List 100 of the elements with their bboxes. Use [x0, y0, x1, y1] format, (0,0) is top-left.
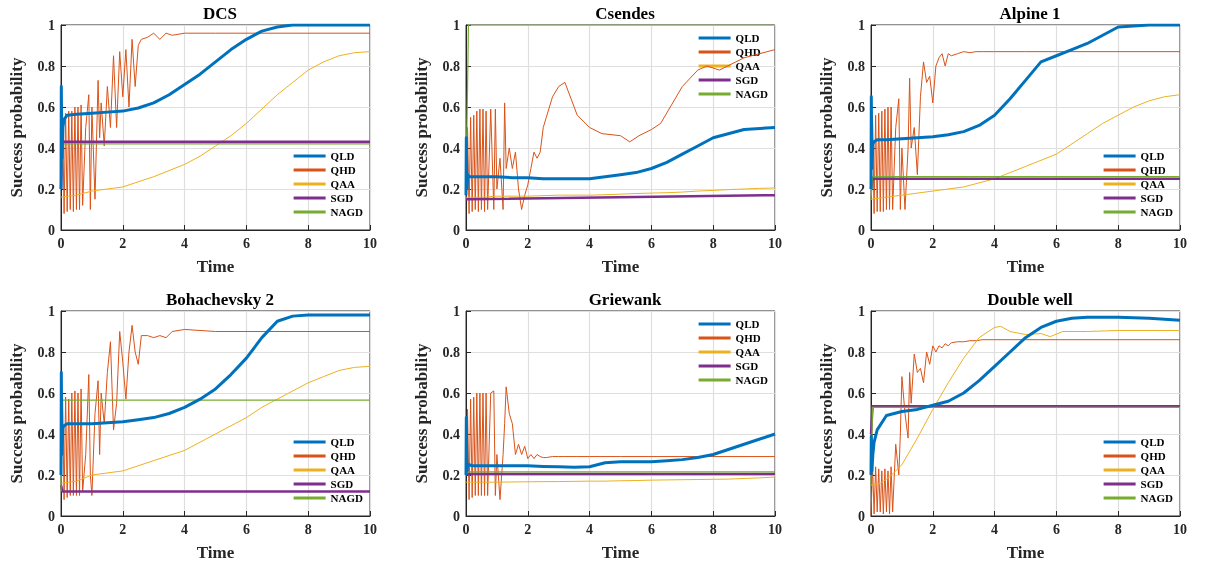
legend-label: NAGD [330, 206, 364, 218]
legend-label: QHD [1140, 164, 1166, 176]
x-tick-label: 8 [709, 521, 717, 537]
chart-title: Bohachevsky 2 [165, 290, 275, 309]
legend-label: SGD [330, 478, 354, 490]
x-tick-label: 10 [363, 521, 377, 537]
legend-label: QAA [735, 346, 761, 358]
y-tick-label: 0.4 [37, 426, 55, 442]
x-tick-label: 6 [647, 235, 655, 251]
y-tick-label: 1 [48, 303, 55, 319]
legend-label: QHD [1140, 450, 1166, 462]
x-tick-label: 10 [768, 235, 782, 251]
legend-label: NAGD [330, 492, 364, 504]
y-tick-label: 0.2 [37, 467, 55, 483]
x-axis-title: Time [601, 543, 640, 562]
y-tick-label: 0.2 [442, 467, 460, 483]
legend-label: SGD [735, 360, 759, 372]
y-tick-label: 1 [858, 17, 865, 33]
x-tick-label: 8 [304, 521, 312, 537]
legend-label: QAA [1140, 178, 1166, 190]
y-tick-label: 0.6 [442, 385, 460, 401]
y-tick-label: 0.8 [37, 58, 55, 74]
x-tick-label: 2 [524, 235, 532, 251]
x-tick-label: 6 [647, 521, 655, 537]
legend-label: QHD [735, 332, 761, 344]
chart-title: Double well [987, 290, 1074, 309]
legend-label: NAGD [1140, 206, 1174, 218]
y-tick-label: 0 [453, 222, 460, 238]
y-tick-label: 1 [48, 17, 55, 33]
line-series [465, 386, 776, 501]
x-tick-label: 6 [242, 521, 250, 537]
line-series [60, 324, 371, 501]
x-tick-label: 4 [991, 521, 999, 537]
legend-label: NAGD [1140, 492, 1174, 504]
legend-label: NAGD [735, 374, 769, 386]
line-series [60, 32, 371, 215]
x-axis-title: Time [196, 257, 235, 276]
x-axis-title: Time [601, 257, 640, 276]
legend-label: NAGD [735, 88, 769, 100]
line-series [870, 51, 1181, 215]
y-tick-label: 0.4 [37, 140, 55, 156]
y-tick-label: 0.8 [442, 58, 460, 74]
y-tick-label: 0 [453, 508, 460, 524]
x-tick-label: 8 [1114, 235, 1122, 251]
y-tick-label: 0.4 [847, 426, 865, 442]
y-tick-label: 0.4 [847, 140, 865, 156]
x-axis-title: Time [196, 543, 235, 562]
line-series [464, 126, 777, 197]
legend-label: SGD [735, 74, 759, 86]
y-tick-label: 1 [453, 303, 460, 319]
y-tick-label: 1 [858, 303, 865, 319]
x-tick-label: 6 [1052, 235, 1060, 251]
legend-label: QLD [1140, 150, 1165, 162]
y-tick-label: 0.2 [847, 181, 865, 197]
legend-label: QLD [735, 318, 760, 330]
y-axis-title: Success probability [817, 343, 836, 484]
y-tick-label: 0.6 [847, 99, 865, 115]
y-tick-label: 0.4 [442, 140, 460, 156]
y-tick-label: 0.6 [442, 99, 460, 115]
legend-label: QLD [330, 150, 355, 162]
y-tick-label: 0.6 [847, 385, 865, 401]
y-axis-title: Success probability [412, 57, 431, 198]
line-series [870, 94, 1181, 200]
legend-label: QHD [330, 164, 356, 176]
chart-title: Alpine 1 [999, 4, 1061, 23]
x-tick-label: 10 [1173, 521, 1187, 537]
legend-label: QHD [735, 46, 761, 58]
y-axis-title: Success probability [7, 57, 26, 198]
x-tick-label: 4 [586, 521, 594, 537]
legend-label: QHD [330, 450, 356, 462]
chart-title: DCS [202, 4, 238, 23]
x-tick-label: 8 [1114, 521, 1122, 537]
line-series [465, 49, 776, 215]
x-tick-label: 2 [119, 521, 127, 537]
x-tick-label: 10 [768, 521, 782, 537]
chart-title: Griewank [588, 290, 662, 309]
y-tick-label: 0.2 [37, 181, 55, 197]
y-tick-label: 0 [858, 222, 865, 238]
legend-label: QAA [1140, 464, 1166, 476]
y-tick-label: 0.6 [37, 385, 55, 401]
x-tick-label: 6 [1052, 521, 1060, 537]
y-tick-label: 0.6 [37, 99, 55, 115]
x-tick-label: 2 [929, 235, 937, 251]
x-tick-label: 2 [929, 521, 937, 537]
x-tick-label: 4 [181, 235, 189, 251]
legend-label: QLD [735, 32, 760, 44]
y-tick-label: 0.8 [847, 58, 865, 74]
y-tick-label: 1 [453, 17, 460, 33]
y-tick-label: 0.2 [847, 467, 865, 483]
legend-label: QLD [330, 436, 355, 448]
y-axis-title: Success probability [817, 57, 836, 198]
x-tick-label: 10 [363, 235, 377, 251]
x-axis-title: Time [1006, 257, 1045, 276]
y-tick-label: 0.8 [37, 344, 55, 360]
x-tick-label: 2 [524, 521, 532, 537]
x-tick-label: 4 [991, 235, 999, 251]
x-axis-title: Time [1006, 543, 1045, 562]
legend-label: QAA [330, 178, 356, 190]
legend-label: QAA [330, 464, 356, 476]
y-tick-label: 0 [858, 508, 865, 524]
